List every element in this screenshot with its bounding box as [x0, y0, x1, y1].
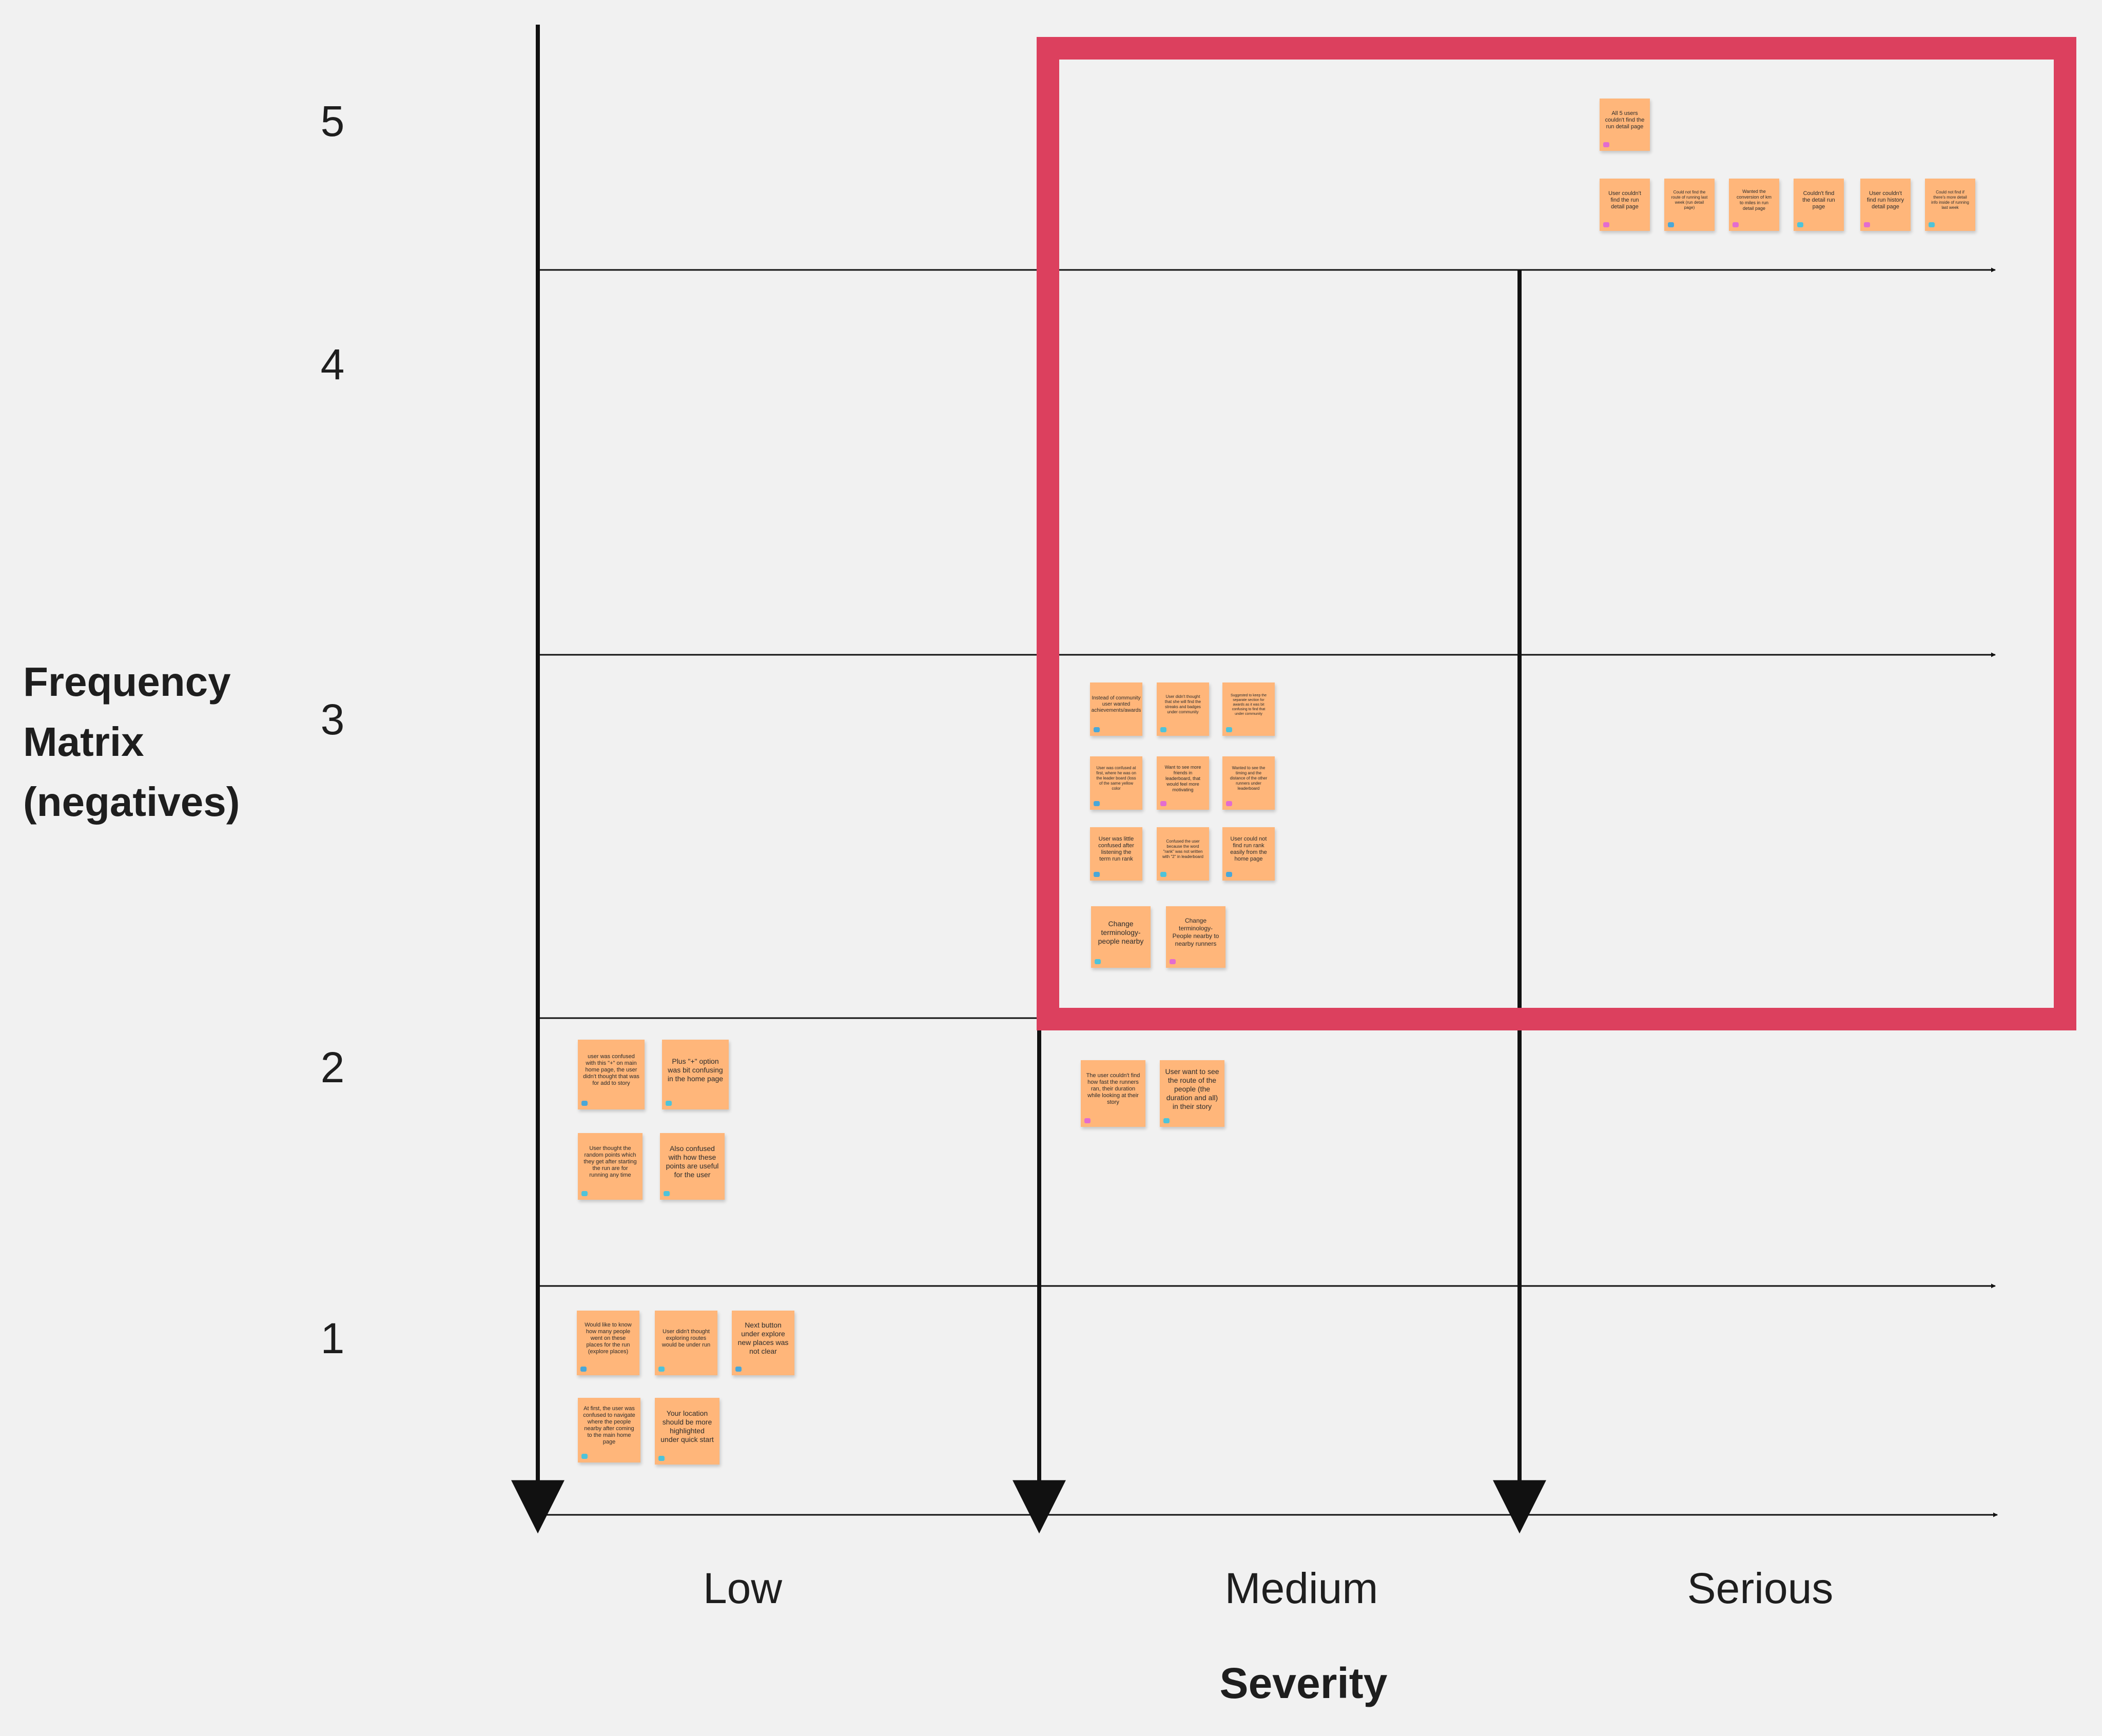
author-tag-icon [1160, 872, 1166, 877]
sticky-note[interactable]: All 5 users couldn't find the run detail… [1600, 99, 1650, 151]
author-tag-icon [1603, 142, 1609, 147]
author-tag-icon [1160, 801, 1166, 806]
author-tag-icon [1226, 872, 1232, 877]
sticky-note[interactable]: Next button under explore new places was… [732, 1311, 794, 1375]
sticky-note[interactable]: Would like to know how many people went … [577, 1311, 639, 1375]
sticky-note[interactable]: Could not find the route of running last… [1664, 179, 1715, 231]
sticky-text: Plus "+" option was bit confusing in the… [667, 1057, 724, 1083]
author-tag-icon [1603, 222, 1609, 227]
sticky-text: User couldn't find the run detail page [1608, 190, 1641, 210]
sticky-note[interactable]: The user couldn't find how fast the runn… [1081, 1060, 1145, 1127]
sticky-note[interactable]: User couldn't find the run detail page [1600, 179, 1650, 231]
sticky-note[interactable]: At first, the user was confused to navig… [578, 1398, 640, 1462]
sticky-note[interactable]: User want to see the route of the people… [1160, 1060, 1224, 1127]
author-tag-icon [1163, 1118, 1170, 1123]
sticky-note[interactable]: User couldn't find run history detail pa… [1860, 179, 1911, 231]
sticky-text: Would like to know how many people went … [585, 1321, 632, 1355]
sticky-note[interactable]: Suggested to keep the separate section f… [1222, 682, 1275, 736]
x-axis-title: Severity [1219, 1659, 1388, 1707]
sticky-note[interactable]: user was confused with this "+" on main … [578, 1040, 645, 1109]
sticky-note[interactable]: Your location should be more highlighted… [655, 1398, 719, 1465]
sticky-text: User thought the random points which the… [583, 1145, 637, 1178]
sticky-text: Want to see more friends in leaderboard,… [1164, 764, 1201, 792]
sticky-note[interactable]: Instead of community user wanted achieve… [1090, 682, 1142, 736]
matrix-title: Frequency Matrix (negatives) [23, 659, 240, 825]
sticky-note[interactable]: Change terminology- people nearby [1091, 906, 1151, 968]
sticky-note[interactable]: User didn't thought exploring routes wou… [655, 1311, 717, 1375]
sticky-note[interactable]: Couldn't find the detail run page [1794, 179, 1844, 231]
author-tag-icon [664, 1191, 670, 1196]
sticky-text: User couldn't find run history detail pa… [1866, 190, 1904, 210]
sticky-note[interactable]: Wanted the conversion of km to miles in … [1729, 179, 1779, 231]
author-tag-icon [581, 1191, 588, 1196]
sticky-note[interactable]: Confused the user because the word "rank… [1157, 827, 1209, 881]
author-tag-icon [1226, 801, 1232, 806]
author-tag-icon [666, 1101, 672, 1106]
sticky-text: User was confused at first, where he was… [1096, 766, 1136, 791]
sticky-text: Wanted the conversion of km to miles in … [1736, 189, 1772, 211]
sticky-text: Wanted to see the timing and the distanc… [1230, 766, 1268, 791]
sticky-text: Suggested to keep the separate section f… [1230, 693, 1267, 716]
sticky-text: User could not find run rank easily from… [1230, 836, 1267, 862]
row-label-1: 1 [320, 1314, 345, 1362]
sticky-text: User didn't thought exploring routes wou… [661, 1328, 711, 1348]
sticky-note[interactable]: Want to see more friends in leaderboard,… [1157, 756, 1209, 810]
row-label-5: 5 [320, 97, 345, 145]
author-tag-icon [580, 1367, 587, 1372]
author-tag-icon [1094, 801, 1100, 806]
author-tag-icon [581, 1454, 588, 1459]
author-tag-icon [1095, 959, 1101, 964]
author-tag-icon [658, 1456, 665, 1461]
sticky-note[interactable]: Wanted to see the timing and the distanc… [1222, 756, 1275, 810]
row-label-4: 4 [320, 340, 345, 388]
author-tag-icon [1929, 222, 1935, 227]
sticky-text: User was little confused after listening… [1098, 836, 1134, 862]
author-tag-icon [1797, 222, 1803, 227]
row-label-3: 3 [320, 695, 345, 744]
author-tag-icon [1733, 222, 1739, 227]
sticky-text: At first, the user was confused to navig… [583, 1406, 635, 1445]
sticky-text: Instead of community user wanted achieve… [1091, 695, 1141, 713]
sticky-note[interactable]: User thought the random points which the… [578, 1133, 643, 1200]
sticky-note[interactable]: User was confused at first, where he was… [1090, 756, 1142, 810]
author-tag-icon [735, 1367, 742, 1372]
column-label-serious: Serious [1687, 1564, 1834, 1612]
sticky-text: All 5 users couldn't find the run detail… [1605, 110, 1645, 130]
author-tag-icon [1170, 959, 1176, 964]
sticky-text: User want to see the route of the people… [1165, 1067, 1219, 1110]
sticky-note[interactable]: User was little confused after listening… [1090, 827, 1142, 881]
author-tag-icon [581, 1101, 588, 1106]
author-tag-icon [1864, 222, 1870, 227]
sticky-text: User didn't thought that she will find t… [1164, 694, 1201, 714]
sticky-text: Also confused with how these points are … [666, 1144, 719, 1179]
column-label-low: Low [703, 1564, 783, 1612]
sticky-text: Could not find if there's more detail in… [1931, 190, 1969, 210]
sticky-note[interactable]: Could not find if there's more detail in… [1925, 179, 1975, 231]
author-tag-icon [1094, 872, 1100, 877]
sticky-note[interactable]: Also confused with how these points are … [660, 1133, 725, 1200]
author-tag-icon [1094, 727, 1100, 732]
sticky-text: Could not find the route of running last… [1671, 190, 1708, 210]
sticky-note[interactable]: User could not find run rank easily from… [1222, 827, 1275, 881]
author-tag-icon [1668, 222, 1674, 227]
sticky-text: The user couldn't find how fast the runn… [1086, 1072, 1140, 1105]
sticky-note[interactable]: User didn't thought that she will find t… [1157, 682, 1209, 736]
sticky-text: Change terminology- People nearby to nea… [1172, 917, 1219, 947]
sticky-note[interactable]: Plus "+" option was bit confusing in the… [662, 1040, 729, 1109]
sticky-text: Change terminology- people nearby [1098, 919, 1144, 945]
row-label-2: 2 [320, 1043, 345, 1091]
sticky-text: Couldn't find the detail run page [1802, 190, 1835, 210]
sticky-text: user was confused with this "+" on main … [583, 1053, 639, 1086]
author-tag-icon [1226, 727, 1232, 732]
author-tag-icon [1084, 1118, 1091, 1123]
critical-zone-highlight [1037, 37, 2076, 1030]
column-label-medium: Medium [1224, 1564, 1378, 1612]
sticky-note[interactable]: Change terminology- People nearby to nea… [1166, 906, 1225, 968]
sticky-text: Next button under explore new places was… [737, 1321, 789, 1355]
sticky-text: Confused the user because the word "rank… [1162, 839, 1203, 859]
author-tag-icon [658, 1367, 665, 1372]
sticky-text: Your location should be more highlighted… [660, 1409, 714, 1444]
author-tag-icon [1160, 727, 1166, 732]
